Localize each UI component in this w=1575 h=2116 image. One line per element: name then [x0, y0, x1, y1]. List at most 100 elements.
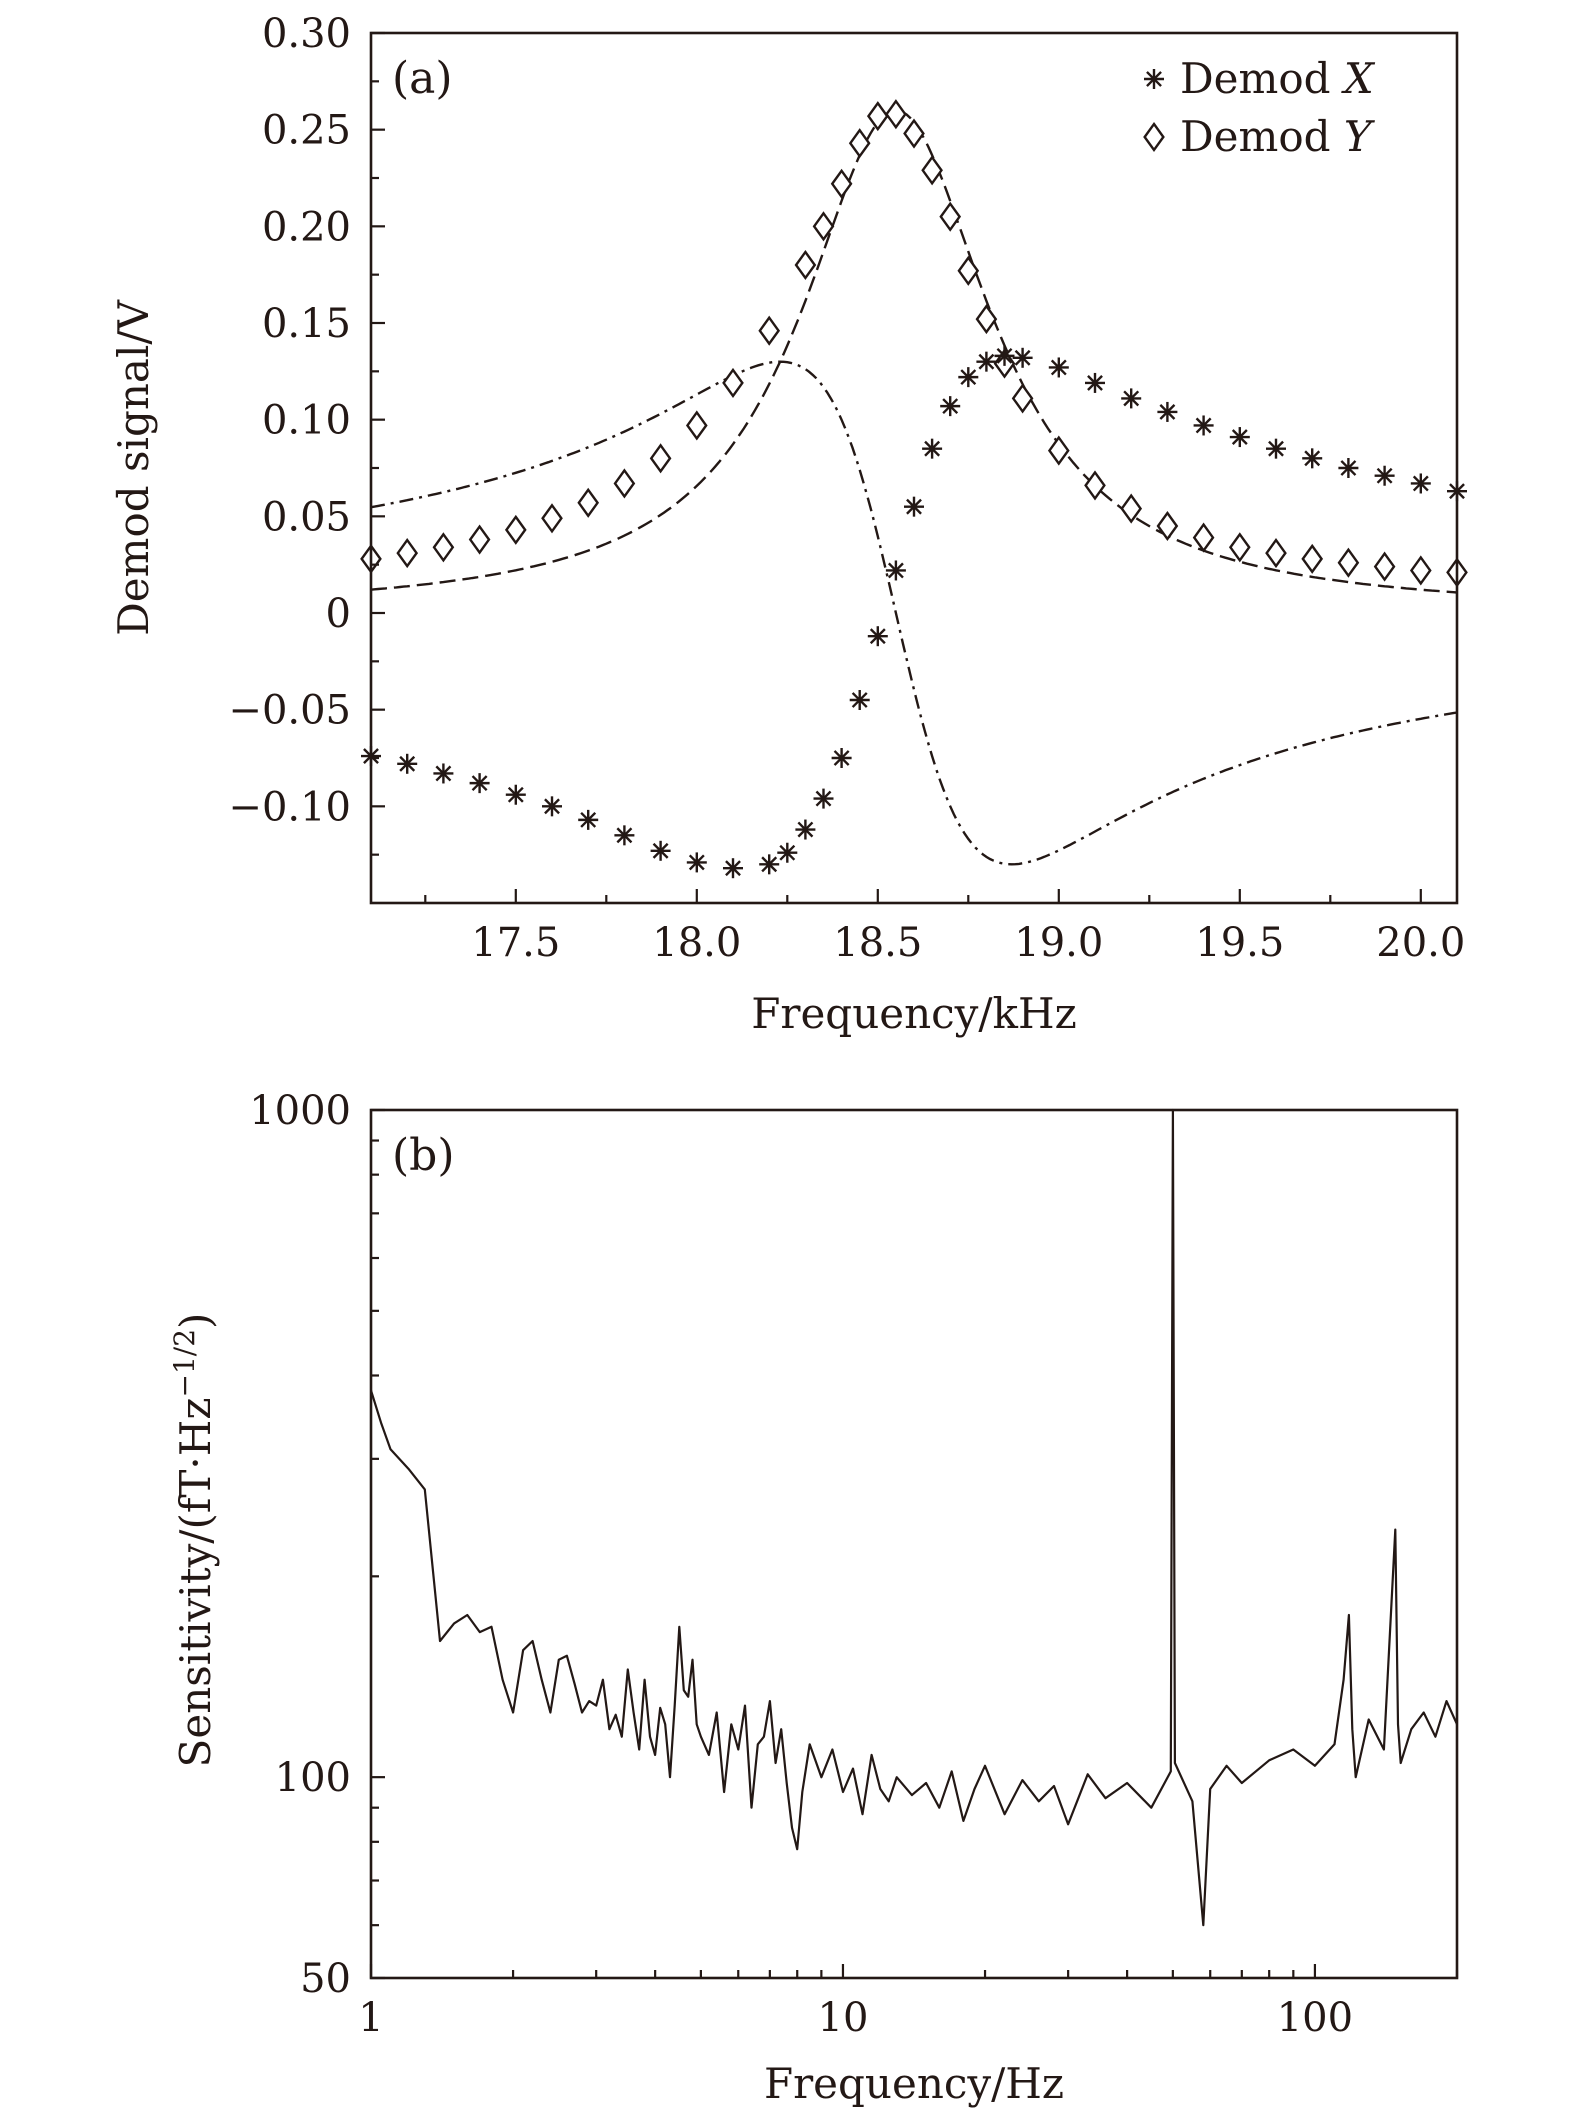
panel-b-frame [369, 1108, 1459, 1980]
demod-y-point [1373, 551, 1396, 582]
demod-x-point [397, 753, 418, 774]
demod-y-point [885, 99, 907, 130]
legend: Demod X Demod Y [1143, 54, 1376, 161]
demod-y-fit-line [370, 109, 1458, 594]
panel-a-y-tick-label: 0.05 [262, 494, 351, 540]
demod-y-point [848, 128, 871, 159]
demod-x-point [940, 396, 961, 417]
panel-b-y-tick-label: 50 [300, 1956, 351, 2002]
demod-x-point [922, 438, 943, 459]
demod-y-point [722, 367, 744, 398]
demod-x-point [867, 626, 888, 647]
legend-diamond-symbol [1143, 121, 1165, 153]
demod-y-point [649, 443, 672, 474]
panel-a-x-tick-label: 19.5 [1195, 920, 1284, 966]
legend-x-prefix: Demod [1180, 54, 1344, 103]
demod-y-point [541, 503, 563, 534]
demod-x-point [795, 819, 816, 840]
panel-a-y-tick-label: 0.25 [262, 108, 351, 154]
demod-y-point [1047, 435, 1070, 466]
panel-a-y-tick-label: 0.30 [262, 11, 351, 57]
demod-y-point [1011, 383, 1034, 414]
panel-a-y-tick-label: 0.20 [262, 204, 351, 250]
demod-x-point [1193, 415, 1214, 436]
panel-a-label: (a) [392, 53, 453, 104]
demod-x-point [777, 842, 798, 863]
demod-y-point [685, 410, 708, 441]
demod-y-point [1228, 532, 1251, 563]
panel-a-y-axis-title: Demod signal/V [109, 299, 158, 635]
demod-x-point [885, 560, 906, 581]
demod-x-point [1085, 372, 1105, 393]
panel-a: (a) 17.5 18.0 18.5 19.0 19.5 20.0 0.30 0.25 0.20… [109, 11, 1468, 1038]
panel-b-label: (b) [392, 1130, 455, 1181]
demod-x-point [723, 858, 743, 879]
demod-x-point [849, 690, 870, 710]
demod-x-point [1302, 448, 1323, 469]
demod-y-point [1084, 470, 1106, 501]
demod-x-point [958, 367, 979, 388]
legend-y-var: Y [1344, 112, 1376, 161]
demod-x-point [650, 840, 671, 861]
demod-y-point [577, 487, 600, 518]
demod-x-point [904, 496, 924, 517]
panel-b-y-axis-title-exponent: −1/2 [168, 1329, 201, 1398]
panel-b-y-tick-label: 1000 [249, 1088, 351, 1134]
panel-a-y-tick-label: 0.15 [262, 301, 351, 347]
demod-y-point [794, 249, 817, 281]
demod-y-point [504, 514, 527, 545]
demod-y-point [921, 155, 943, 186]
demod-y-point [1301, 543, 1324, 574]
panel-a-y-tick-label: 0.10 [262, 398, 351, 444]
panel-b-x-tick-label: 10 [818, 1995, 869, 2041]
legend-asterisk-symbol [1144, 69, 1164, 89]
demod-y-point [468, 524, 491, 555]
demod-x-point [1229, 427, 1250, 448]
panel-a-markers [360, 99, 1468, 879]
demod-x-point [1338, 458, 1359, 478]
panel-a-ticks: 17.5 18.0 18.5 19.0 19.5 20.0 0.30 0.25 0.20 0.15… [228, 11, 1465, 966]
demod-y-point [432, 532, 455, 563]
sensitivity-spectrum-line [369, 1108, 1459, 1927]
demod-y-point [396, 538, 419, 569]
panel-b-y-axis-title-close: ) [171, 1313, 220, 1329]
demod-x-point [976, 351, 997, 372]
legend-x-var: X [1341, 54, 1376, 103]
demod-y-point [1265, 538, 1287, 569]
demod-y-point [1120, 493, 1143, 524]
panel-b-ticks: 1 10 100 1000 100 50 [249, 1088, 1459, 2041]
panel-b-x-axis-title: Frequency/Hz [764, 2059, 1064, 2108]
demod-y-point [830, 168, 853, 199]
panel-a-x-tick-label: 18.0 [652, 920, 741, 966]
demod-x-point [1374, 465, 1395, 486]
demod-x-point [1157, 401, 1178, 422]
panel-a-curves [370, 109, 1458, 866]
demod-x-point [813, 788, 834, 809]
demod-x-point [759, 854, 780, 875]
demod-x-point [686, 852, 707, 873]
legend-y-prefix: Demod [1180, 112, 1344, 161]
demod-y-point [613, 468, 636, 499]
panel-a-y-tick-label: 0 [326, 591, 351, 637]
demod-x-point [469, 773, 490, 794]
demod-x-point [542, 796, 562, 817]
demod-x-point [994, 345, 1015, 366]
demod-y-point [939, 201, 962, 232]
demod-x-point [1048, 357, 1069, 378]
panel-b-y-axis-title-main: Sensitivity/(fT·Hz [171, 1397, 220, 1767]
panel-a-frame [369, 31, 1459, 905]
panel-a-x-axis-title: Frequency/kHz [751, 989, 1077, 1038]
demod-y-point [1409, 555, 1432, 586]
demod-x-point [1121, 388, 1142, 409]
panel-a-x-tick-label: 18.5 [833, 920, 922, 966]
demod-x-fit-line [370, 360, 1458, 866]
demod-y-point [866, 101, 889, 132]
demod-x-point [1410, 473, 1431, 494]
panel-a-x-tick-label: 17.5 [471, 920, 560, 966]
panel-a-y-tick-label: −0.10 [228, 784, 351, 830]
panel-a-x-tick-label: 19.0 [1014, 920, 1103, 966]
panel-b-x-tick-label: 1 [358, 1995, 383, 2041]
demod-y-point [903, 118, 925, 149]
panel-b-x-tick-label: 100 [1277, 1995, 1353, 2041]
